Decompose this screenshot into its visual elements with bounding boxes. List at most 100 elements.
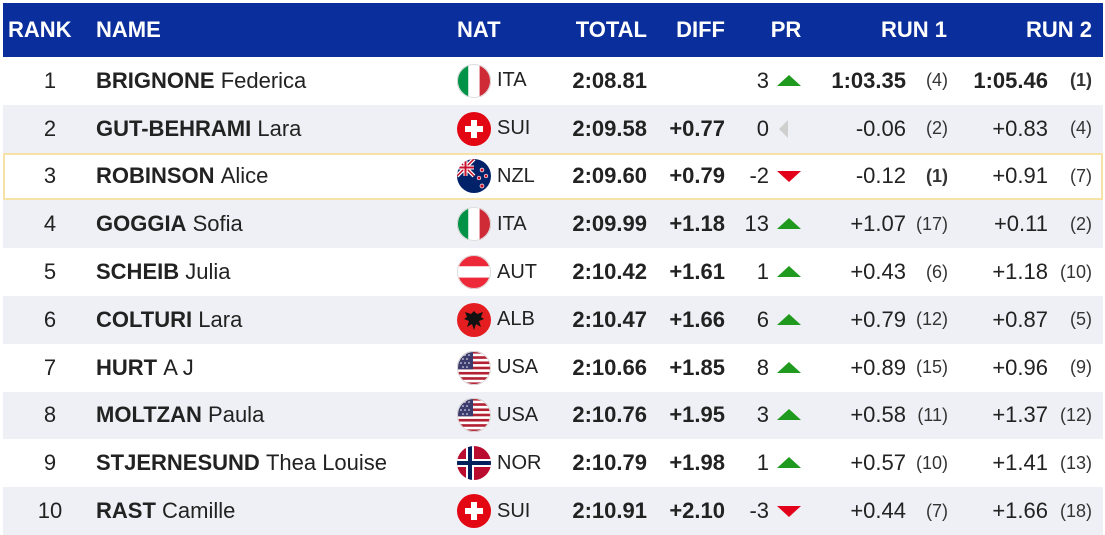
run2-rank: (1): [1070, 70, 1092, 91]
athlete-name: STJERNESUND Thea Louise: [96, 439, 387, 487]
run2-rank: (9): [1070, 357, 1092, 378]
run1-time: +0.57: [850, 450, 906, 476]
position-change: 1: [756, 450, 769, 476]
run1-rank: (15): [915, 357, 948, 378]
position-change: 3: [756, 67, 769, 93]
nationality: ITA: [497, 69, 527, 92]
run1-rank: (2): [926, 118, 948, 139]
first-name: A J: [163, 354, 194, 380]
time-diff: +1.98: [669, 450, 725, 476]
flag: [457, 255, 491, 289]
time-diff: +1.61: [669, 259, 725, 285]
run2-time: +0.83: [992, 115, 1048, 141]
rank: 2: [43, 115, 57, 141]
run2-rank: (4): [1070, 118, 1092, 139]
result-row: 8 MOLTZAN Paula USA 2:10.76 +1.95 3 +0.58 (11) +…: [3, 391, 1103, 440]
position-change: -3: [749, 498, 769, 524]
position-change: -2: [749, 163, 769, 189]
run2-rank: (7): [1070, 165, 1092, 186]
surname: HURT: [96, 354, 158, 380]
surname: ROBINSON: [96, 163, 215, 189]
total-time: 2:10.91: [572, 498, 647, 524]
run1-rank: (10): [915, 452, 948, 473]
athlete-name: COLTURI Lara: [96, 296, 242, 344]
nationality: USA: [497, 403, 539, 426]
run1-rank: (11): [917, 404, 948, 425]
athlete-name: MOLTZAN Paula: [96, 392, 264, 440]
run2-time: +0.11: [993, 211, 1048, 237]
run1-time: +0.43: [850, 259, 906, 285]
run2-time: +1.66: [992, 498, 1048, 524]
run1-time: -0.06: [855, 115, 906, 141]
header-cell: RUN 2: [1025, 17, 1092, 42]
total-time: 2:10.66: [572, 354, 647, 380]
run1-rank: (17): [915, 213, 948, 234]
run2-rank: (13): [1059, 452, 1092, 473]
trend-arrow: [779, 119, 788, 138]
header-cell: RUN 1: [880, 17, 947, 42]
rank: 4: [43, 211, 57, 237]
trend-arrow: [777, 218, 801, 230]
flag: [457, 351, 491, 385]
trend-arrow: [777, 313, 801, 325]
total-time: 2:09.60: [572, 163, 647, 189]
first-name: Alice: [220, 163, 269, 189]
nationality: AUT: [497, 260, 537, 283]
result-row: 3 ROBINSON Alice NZL 2:09.60 +0.79 -2 -0.12 (1)…: [3, 152, 1103, 201]
time-diff: +1.18: [669, 211, 725, 237]
surname: RAST: [96, 498, 156, 524]
flag: [457, 398, 491, 432]
rank: 5: [43, 259, 57, 285]
header-cell: RANK: [8, 17, 72, 42]
run2-rank: (10): [1059, 261, 1092, 282]
total-time: 2:10.47: [572, 306, 647, 332]
run1-rank: (7): [926, 500, 948, 521]
rank: 1: [43, 67, 57, 93]
run2-time: +0.96: [992, 354, 1048, 380]
run1-time: +0.79: [850, 306, 906, 332]
nationality: ITA: [497, 212, 527, 235]
surname: COLTURI: [96, 306, 193, 332]
rank: 6: [43, 306, 57, 332]
header-cell: NAT: [457, 17, 501, 42]
first-name: Lara: [257, 115, 302, 141]
total-time: 2:10.42: [572, 259, 647, 285]
surname: GUT-BEHRAMI: [96, 115, 252, 141]
athlete-name: SCHEIB Julia: [96, 248, 231, 296]
flag: [457, 112, 491, 146]
trend-arrow: [777, 171, 801, 183]
surname: MOLTZAN: [96, 402, 202, 428]
position-change: 0: [756, 115, 769, 141]
trend-arrow: [777, 361, 801, 373]
time-diff: +1.95: [669, 402, 725, 428]
run1-rank: (4): [926, 70, 948, 91]
athlete-name: HURT A J: [96, 344, 194, 392]
run1-time: 1:03.35: [831, 67, 906, 93]
results-table: RANK NAME NAT TOTAL DIFF PR RUN 1 RUN 2 1 BRIGNO…: [3, 3, 1103, 535]
position-change: 8: [756, 354, 769, 380]
run1-rank: (6): [926, 261, 948, 282]
run2-rank: (2): [1070, 213, 1092, 234]
time-diff: +1.85: [669, 354, 725, 380]
position-change: 6: [756, 306, 769, 332]
header-row: RANK NAME NAT TOTAL DIFF PR RUN 1 RUN 2: [3, 3, 1103, 57]
trend-arrow: [777, 409, 801, 421]
result-row: 7 HURT A J USA 2:10.66 +1.85 8 +0.89 (15) +0.96 (…: [3, 343, 1103, 392]
header-cell: TOTAL: [575, 17, 647, 42]
position-change: 13: [744, 211, 769, 237]
run2-time: +1.18: [992, 259, 1048, 285]
surname: GOGGIA: [96, 211, 187, 237]
flag: [457, 494, 491, 528]
run2-time: +1.41: [992, 450, 1048, 476]
result-row: 5 SCHEIB Julia AUT 2:10.42 +1.61 1 +0.43 (6) +1.…: [3, 248, 1103, 296]
surname: BRIGNONE: [96, 67, 215, 93]
run2-rank: (5): [1070, 309, 1092, 330]
nationality: USA: [497, 356, 539, 379]
nationality: SUI: [497, 117, 531, 140]
run1-time: +0.58: [850, 402, 906, 428]
athlete-name: GUT-BEHRAMI Lara: [96, 105, 301, 153]
trend-arrow: [777, 506, 801, 518]
total-time: 2:10.79: [572, 450, 647, 476]
flag: [457, 446, 491, 480]
result-row: 6 COLTURI Lara ALB 2:10.47 +1.66 6 +0.79 (12) +0…: [3, 296, 1103, 344]
